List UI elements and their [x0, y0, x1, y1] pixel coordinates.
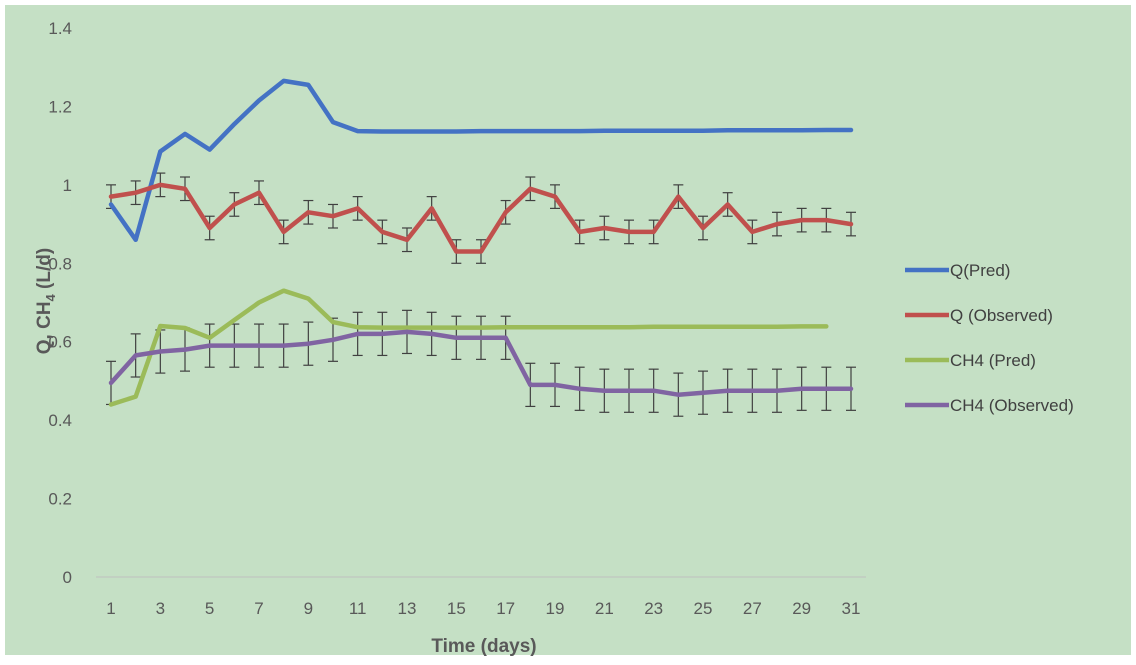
y-axis-title: Q, CH4 (L/d)	[34, 248, 58, 354]
x-tick-label: 29	[792, 599, 811, 618]
y-axis-title-subscript: 4	[43, 293, 58, 301]
x-tick-label: 9	[304, 599, 313, 618]
x-axis-title: Time (days)	[431, 636, 536, 657]
x-tick-label: 5	[205, 599, 214, 618]
legend-label: Q(Pred)	[950, 261, 1010, 280]
series-line-ch4-pred	[108, 288, 829, 407]
x-tick-label: 25	[694, 599, 713, 618]
y-axis-title-main: Q, CH	[34, 301, 55, 354]
legend-label: Q (Observed)	[950, 306, 1053, 325]
legend-item: Q(Pred)	[905, 261, 1010, 280]
x-tick-label: 15	[447, 599, 466, 618]
x-tick-label: 13	[398, 599, 417, 618]
series-layer	[108, 78, 854, 407]
legend-label: CH4 (Pred)	[950, 351, 1036, 370]
x-tick-label: 27	[743, 599, 762, 618]
y-tick-label: 0.4	[48, 411, 72, 430]
series-line-q-observed	[108, 182, 854, 254]
legend-label: CH4 (Observed)	[950, 396, 1074, 415]
x-tick-label: 3	[156, 599, 165, 618]
x-tick-label: 7	[254, 599, 263, 618]
series-line-q-pred	[108, 78, 854, 243]
y-tick-label: 0	[63, 568, 72, 587]
y-tick-label: 1.2	[48, 97, 72, 116]
legend-item: Q (Observed)	[905, 306, 1053, 325]
series-line-ch4-observed	[108, 329, 854, 397]
x-tick-label: 17	[496, 599, 515, 618]
chart-background	[5, 5, 1131, 655]
legend: Q(Pred) Q (Observed) CH4 (Pred) CH4 (Observ…	[905, 261, 1074, 415]
x-tick-label: 23	[644, 599, 663, 618]
axis-layer: 00.20.40.60.811.21.41 3 5 7 9 11 13 15 17 19 21 23 2…	[48, 19, 866, 618]
x-tick-label: 11	[349, 599, 367, 618]
x-tick-label: 19	[546, 599, 565, 618]
x-tick-label: 31	[842, 599, 861, 618]
y-tick-label: 0.2	[48, 490, 72, 509]
x-tick-label: 21	[595, 599, 614, 618]
y-tick-label: 0.8	[48, 254, 72, 273]
legend-item: CH4 (Observed)	[905, 396, 1074, 415]
legend-item: CH4 (Pred)	[905, 351, 1036, 370]
y-axis-title-tail: (L/d)	[34, 248, 55, 294]
x-tick-label: 1	[106, 599, 115, 618]
y-tick-label: 1.4	[48, 19, 72, 38]
y-tick-label: 0.6	[48, 333, 72, 352]
y-tick-label: 1	[63, 176, 72, 195]
